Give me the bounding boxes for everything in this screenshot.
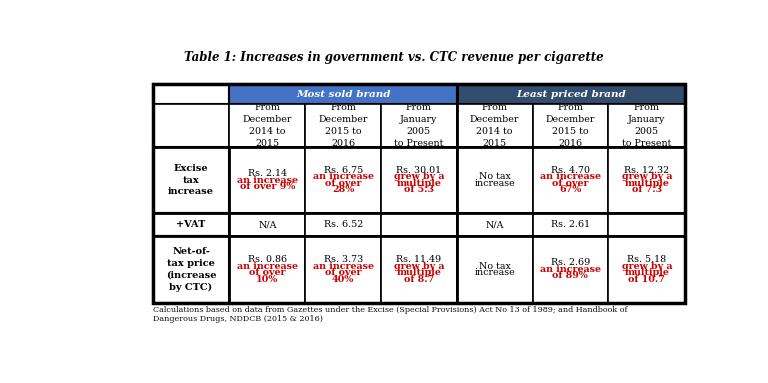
Bar (608, 236, 685, 303)
Text: Table 1: Increases in government vs. CTC revenue per cigarette: Table 1: Increases in government vs. CTC… (184, 51, 604, 64)
Text: multiple: multiple (624, 268, 669, 277)
Text: Rs. 6.52: Rs. 6.52 (323, 220, 362, 229)
Text: +VAT: +VAT (177, 220, 206, 229)
Text: of over 9%: of over 9% (240, 182, 295, 191)
Text: grew by a: grew by a (621, 172, 672, 181)
Text: an increase: an increase (313, 262, 374, 271)
Bar (532, 236, 608, 303)
Text: multiple: multiple (396, 179, 442, 188)
Text: Least priced brand: Least priced brand (516, 90, 626, 99)
Text: of 5.3: of 5.3 (404, 185, 434, 194)
Text: From
December
2015 to
2016: From December 2015 to 2016 (319, 103, 368, 148)
Text: From
December
2015 to
2016: From December 2015 to 2016 (546, 103, 595, 148)
Text: Rs. 2.69: Rs. 2.69 (551, 259, 590, 267)
Text: of 10.7: of 10.7 (628, 275, 665, 284)
Text: N/A: N/A (485, 220, 504, 229)
Bar (457, 236, 532, 303)
Bar (230, 236, 305, 303)
Bar (381, 236, 457, 303)
Text: multiple: multiple (624, 179, 669, 188)
Bar (153, 84, 685, 303)
Text: 40%: 40% (332, 275, 354, 284)
Text: From
December
2014 to
2015: From December 2014 to 2015 (470, 103, 519, 148)
Text: Rs. 2.14: Rs. 2.14 (248, 169, 287, 178)
Text: No tax: No tax (478, 262, 511, 271)
Text: Rs. 12.32: Rs. 12.32 (624, 166, 670, 175)
Text: grew by a: grew by a (621, 262, 672, 271)
Bar (305, 236, 381, 303)
Text: of 7.3: of 7.3 (631, 185, 662, 194)
Text: 67%: 67% (559, 185, 581, 194)
Bar (305, 213, 381, 236)
Bar (305, 147, 381, 213)
Text: Calculations based on data from Gazettes under the Excise (Special Provisions) A: Calculations based on data from Gazettes… (153, 306, 627, 323)
Bar (230, 147, 305, 213)
Bar (457, 84, 685, 104)
Text: of over: of over (325, 268, 362, 277)
Bar (532, 147, 608, 213)
Bar (608, 147, 685, 213)
Text: of 8.7: of 8.7 (404, 275, 434, 284)
Text: of over: of over (325, 179, 362, 188)
Text: 28%: 28% (332, 185, 354, 194)
Text: an increase: an increase (540, 172, 601, 181)
Text: Rs. 11.49: Rs. 11.49 (396, 255, 442, 264)
Text: of over: of over (552, 179, 588, 188)
Bar (230, 84, 457, 104)
Text: Rs. 30.01: Rs. 30.01 (396, 166, 442, 175)
Bar (305, 104, 381, 147)
Text: Excise
tax
increase: Excise tax increase (168, 164, 214, 196)
Text: multiple: multiple (396, 268, 442, 277)
Bar (532, 104, 608, 147)
Text: Rs. 4.70: Rs. 4.70 (551, 166, 590, 175)
Text: N/A: N/A (258, 220, 276, 229)
Text: of over: of over (249, 268, 286, 277)
Text: grew by a: grew by a (394, 262, 444, 271)
Bar (153, 236, 230, 303)
Bar (153, 104, 230, 147)
Bar (532, 213, 608, 236)
Text: 10%: 10% (257, 275, 279, 284)
Bar (457, 213, 532, 236)
Text: Rs. 2.61: Rs. 2.61 (551, 220, 590, 229)
Text: From
January
2005
to Present: From January 2005 to Present (622, 103, 671, 148)
Bar (381, 213, 457, 236)
Text: Net-of-
tax price
(increase
by CTC): Net-of- tax price (increase by CTC) (166, 247, 217, 292)
Bar (381, 104, 457, 147)
Bar (457, 104, 532, 147)
Bar (153, 147, 230, 213)
Bar (153, 84, 230, 104)
Bar (230, 213, 305, 236)
Text: an increase: an increase (313, 172, 374, 181)
Text: Rs. 0.86: Rs. 0.86 (248, 255, 287, 264)
Text: increase: increase (475, 179, 515, 188)
Text: From
January
2005
to Present: From January 2005 to Present (394, 103, 444, 148)
Text: From
December
2014 to
2015: From December 2014 to 2015 (243, 103, 292, 148)
Bar (153, 213, 230, 236)
Text: No tax: No tax (478, 172, 511, 181)
Text: an increase: an increase (237, 262, 298, 271)
Text: Rs. 3.73: Rs. 3.73 (323, 255, 362, 264)
Text: Rs. 6.75: Rs. 6.75 (323, 166, 362, 175)
Text: Most sold brand: Most sold brand (296, 90, 390, 99)
Text: increase: increase (475, 268, 515, 277)
Text: an increase: an increase (237, 175, 298, 185)
Bar (457, 147, 532, 213)
Text: Rs. 5.18: Rs. 5.18 (627, 255, 667, 264)
Text: an increase: an increase (540, 265, 601, 274)
Text: of 89%: of 89% (552, 272, 588, 280)
Bar (608, 104, 685, 147)
Bar (608, 213, 685, 236)
Text: grew by a: grew by a (394, 172, 444, 181)
Bar (381, 147, 457, 213)
Bar (230, 104, 305, 147)
